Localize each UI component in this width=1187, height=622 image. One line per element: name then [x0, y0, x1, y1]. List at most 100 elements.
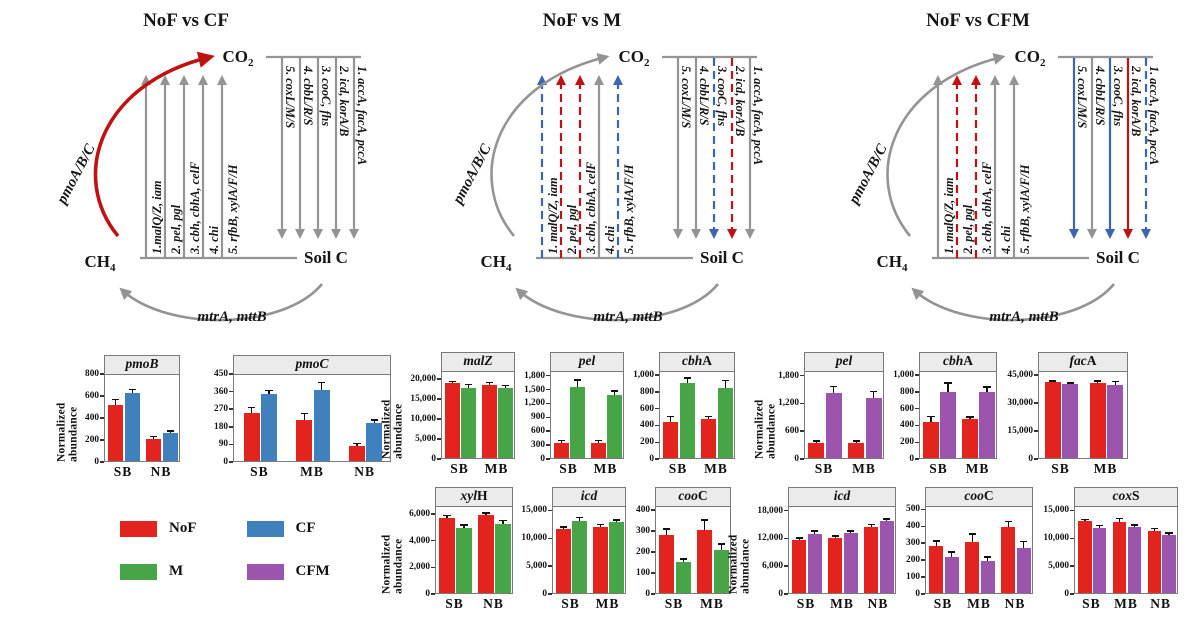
error-bar — [682, 377, 693, 384]
error-bar — [352, 442, 363, 447]
bar-NoF-MB — [591, 442, 606, 458]
chart-title: coxS — [1074, 487, 1178, 506]
bar-NoF-MB — [1112, 521, 1127, 593]
error-bar — [1047, 380, 1059, 383]
down-arrow-label: 5. coxL/M/S — [283, 66, 297, 128]
bar-CF-NB — [366, 422, 383, 461]
pmo-gene-label: pmoA/B/C — [845, 141, 891, 209]
y-axis-tick: 900 — [531, 412, 550, 422]
error-bar — [481, 512, 492, 515]
bar-NoF-MB — [593, 527, 608, 593]
y-axis-tick: 1,200 — [524, 398, 550, 408]
y-axis-tick: 0 — [542, 589, 552, 599]
chart-pmoB: 800 600 400 200 0 pmoB SB NB — [80, 355, 180, 480]
error-bar — [661, 528, 673, 535]
x-axis-label: MB — [965, 461, 990, 476]
legend-label-cf: CF — [295, 520, 316, 536]
error-bar — [965, 416, 976, 420]
diagram-title: NoF vs CF — [143, 10, 229, 31]
y-axis-tick: 400 — [636, 505, 655, 515]
ch4-label: CH4 — [85, 252, 117, 274]
y-axis-tick: 100 — [906, 572, 925, 582]
bar-NoF-SB — [108, 405, 124, 461]
chart-title: facA — [1038, 352, 1128, 371]
error-bar — [498, 519, 509, 525]
error-bar — [828, 385, 840, 394]
error-bar — [1003, 520, 1014, 527]
y-axis-tick: 100 — [636, 568, 655, 578]
up-arrow-label: 4. chi — [207, 225, 221, 255]
error-bar — [574, 516, 585, 521]
y-axis-tick: 0 — [794, 454, 804, 464]
error-bar — [811, 440, 822, 443]
bar-CFM-SB — [1093, 527, 1107, 593]
x-axis-label: NB — [483, 596, 504, 611]
x-axis-label: MB — [1114, 596, 1138, 611]
up-arrow-label: 2. pel, pgl — [961, 204, 975, 255]
legend-swatch-nof — [120, 520, 157, 537]
error-bar — [1149, 527, 1160, 531]
down-arrow-label: 3. cooC, fhs — [1111, 65, 1125, 126]
x-axis-label: SB — [1082, 596, 1101, 611]
bar-NoF-NB — [1001, 527, 1016, 593]
y-axis-tick: 800 — [900, 387, 919, 397]
y-axis-tick: 30,000 — [1007, 398, 1038, 408]
x-axis-label: NB — [867, 596, 889, 611]
bar-NoF-MB — [296, 419, 313, 461]
x-axis-label: SB — [113, 464, 133, 479]
bar-NoF-SB — [659, 534, 675, 593]
error-bar — [866, 523, 877, 528]
chart-title: icd — [552, 487, 626, 506]
chart-xylH: 6,000 4,000 2,000 0 xylH SB NB — [405, 487, 513, 612]
error-bar — [1018, 541, 1030, 549]
y-axis-tick: 0 — [915, 589, 925, 599]
bar-NoF-MB — [965, 542, 980, 593]
error-bar — [1065, 381, 1076, 385]
chart-title: pel — [804, 352, 884, 371]
y-axis-title: Normalized abundance — [380, 399, 405, 459]
y-axis-tick: 5,000 — [415, 434, 441, 444]
error-bar — [943, 382, 954, 392]
error-bar — [982, 386, 993, 392]
bar-NoF-NB — [1147, 530, 1161, 593]
up-arrow-label: 5. rfbB, xylA/F/H — [1018, 164, 1032, 254]
bar-NoF-SB — [554, 442, 569, 458]
chart-title: cbhA — [659, 352, 735, 371]
bar-M-MB — [717, 388, 733, 458]
bar-NoF-MB — [482, 384, 497, 458]
error-bar — [463, 384, 474, 388]
error-bar — [1110, 381, 1121, 385]
bar-M-SB — [675, 562, 691, 593]
legend-label-nof: NoF — [169, 520, 197, 536]
error-bar — [716, 543, 727, 550]
diagram-nof-vs-m: NoF vs M CO2 CH4 Soil C 5. coxL/M/S 4. cbbL/R… — [449, 10, 765, 325]
chart-title: pel — [550, 352, 624, 371]
y-axis-tick: 1,000 — [633, 370, 659, 380]
y-axis-tick: 45,000 — [1007, 370, 1038, 380]
y-axis-tick: 200 — [906, 555, 925, 565]
y-axis-tick: 5,000 — [526, 561, 552, 571]
y-axis-tick: 1,000 — [893, 370, 919, 380]
x-axis-label: MB — [700, 596, 724, 611]
y-axis-tick: 300 — [531, 440, 550, 450]
error-bar — [926, 415, 937, 422]
chart-group-m-top: Normalized abundance 20,000 15,000 10,000 5… — [380, 352, 735, 477]
chart-coxS: 15,000 10,000 5,000 0 coxS SB MB NB — [1038, 487, 1178, 612]
error-bar — [593, 439, 604, 443]
chart-icd-cfm: 18,000 12,000 6,000 0 icd SB MB NB — [752, 487, 896, 612]
error-bar — [500, 384, 511, 389]
error-bar — [558, 526, 569, 529]
soil-to-ch4-arrow — [515, 283, 720, 322]
y-axis-tick: 400 — [900, 420, 919, 430]
error-bar — [459, 524, 470, 528]
down-arrow-label: 1. accA, facA, pccA — [751, 66, 765, 165]
x-axis-label: SB — [929, 461, 948, 476]
legend-item-cfm: CFM — [246, 563, 330, 580]
error-bar — [794, 536, 805, 540]
up-arrow-label: 2. pel, pgl — [565, 204, 579, 255]
down-arrow-label: 2. icd, korA/B — [733, 65, 747, 136]
down-arrow-label: 2. icd, korA/B — [1129, 65, 1143, 136]
error-bar — [699, 519, 711, 530]
chart-title: pmoB — [104, 355, 180, 374]
